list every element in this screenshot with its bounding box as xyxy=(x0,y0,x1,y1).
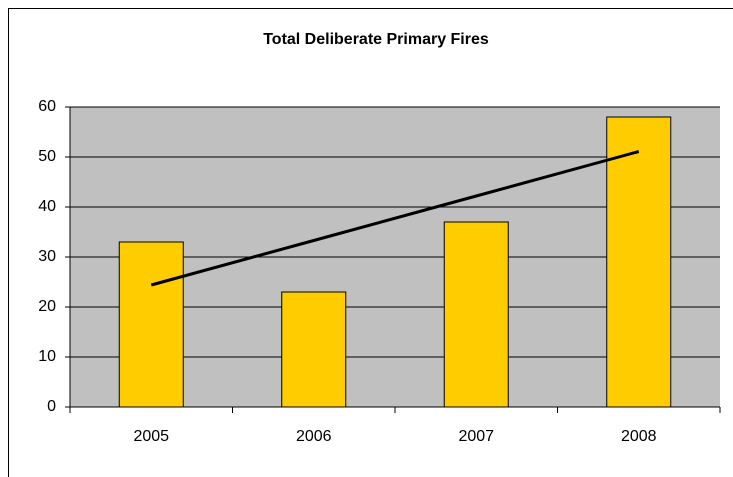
y-tick-label: 50 xyxy=(38,148,56,165)
y-tick-label: 30 xyxy=(38,248,56,265)
x-tick-label: 2007 xyxy=(458,428,494,445)
trendline xyxy=(150,150,640,287)
y-tick-label: 10 xyxy=(38,348,56,365)
y-tick-label: 60 xyxy=(38,98,56,115)
bar xyxy=(118,241,184,408)
chart-title: Total Deliberate Primary Fires xyxy=(263,31,489,48)
x-tick-label: 2006 xyxy=(296,428,332,445)
x-tick-label: 2008 xyxy=(621,428,657,445)
bar xyxy=(443,221,509,408)
bar xyxy=(281,291,347,408)
y-tick-label: 40 xyxy=(38,198,56,215)
y-tick-label: 20 xyxy=(38,298,56,315)
y-tick-label: 0 xyxy=(47,398,56,415)
x-tick-label: 2005 xyxy=(133,428,169,445)
bar xyxy=(606,116,672,408)
